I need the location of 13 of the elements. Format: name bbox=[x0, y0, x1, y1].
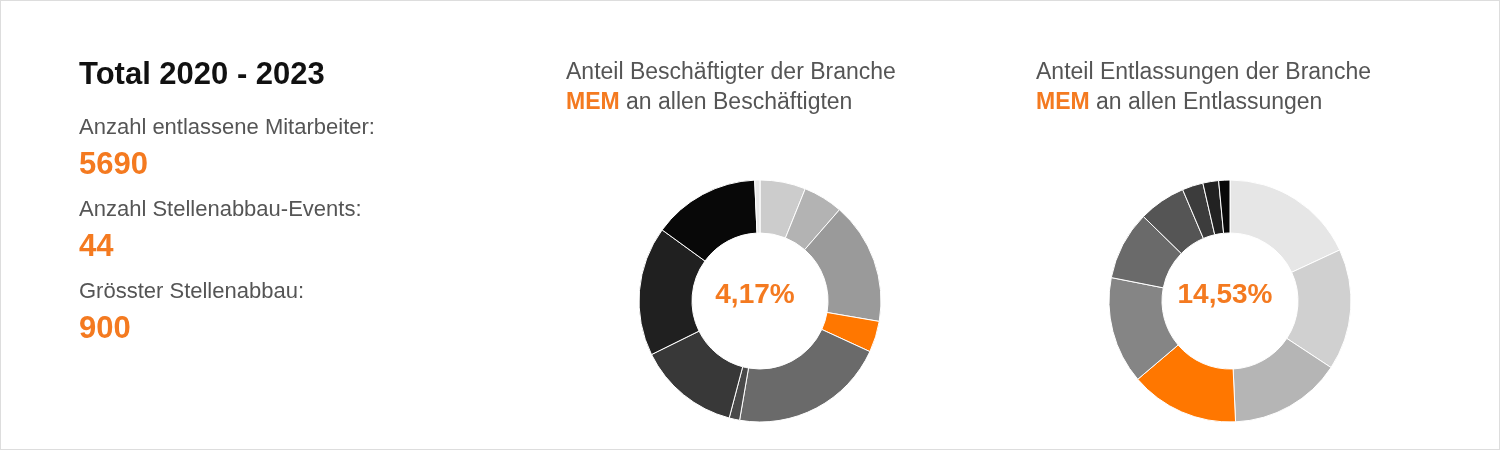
text: Anzahl entlassene Mitarbeiter: bbox=[79, 114, 376, 140]
chart-title: Anteil Entlassungen der Branche bbox=[1036, 57, 1372, 86]
text: Anzahl Stellenabbau-Events: bbox=[79, 196, 363, 222]
text: 900 bbox=[79, 310, 132, 346]
text: 4,17% bbox=[714, 278, 796, 310]
chart-subtitle: MEM an allen Entlassungen bbox=[1036, 87, 1324, 116]
text: 14,53% bbox=[1176, 278, 1274, 310]
chart-subtitle: MEM an allen Beschäftigten bbox=[566, 87, 854, 116]
text: 44 bbox=[79, 228, 115, 264]
text: Grösster Stellenabbau: bbox=[79, 278, 306, 304]
text: Total 2020 - 2023 bbox=[79, 56, 326, 92]
text: 5690 bbox=[79, 146, 149, 182]
chart-title: Anteil Beschäftigter der Branche bbox=[566, 57, 897, 86]
